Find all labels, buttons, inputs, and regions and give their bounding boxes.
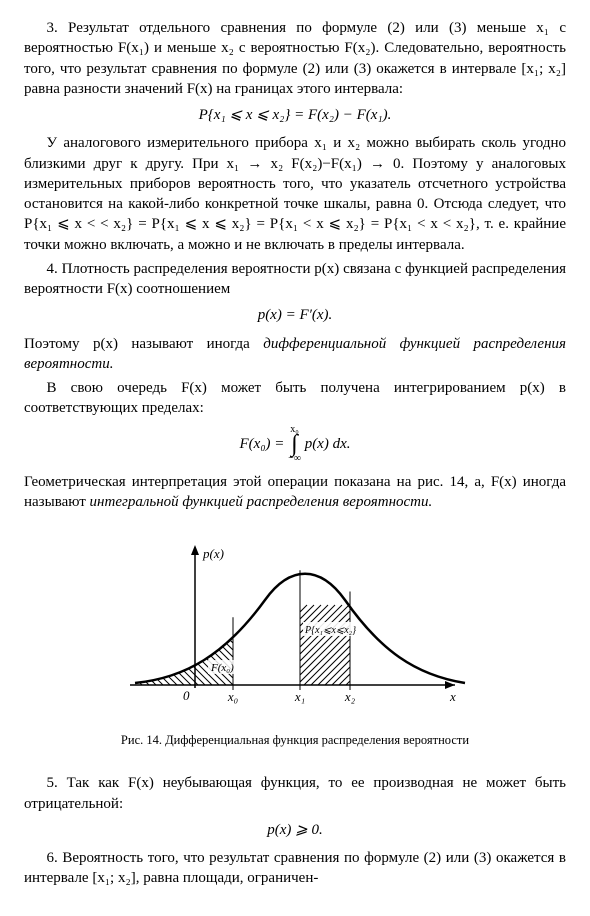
svg-text:x₁: x₁ (294, 689, 305, 704)
paragraph-analog: У аналогового измерительного прибора x₁ … (24, 133, 566, 255)
text-span: Поэтому p(x) называют иногда (24, 336, 263, 352)
paragraph-3: 3. Результат отдельного сравнения по фор… (24, 18, 566, 99)
formula-1: P{x₁ ⩽ x ⩽ x₂} = F(x₂) − F(x₁). (24, 105, 566, 125)
pdf-plot-icon: p(x) x 0 x₀ x₁ x₂ F(x₀) P{x₁⩽x⩽x₂} (115, 540, 475, 720)
term-integral: интегральной функцией распределения веро… (90, 494, 433, 510)
svg-text:p(x): p(x) (202, 546, 224, 561)
figure-14: p(x) x 0 x₀ x₁ x₂ F(x₀) P{x₁⩽x⩽x₂} (24, 540, 566, 726)
formula-3: F(x₀) = x₀ ∫ −∞ p(x) dx. (24, 425, 566, 464)
svg-text:P{x₁⩽x⩽x₂}: P{x₁⩽x⩽x₂} (304, 625, 356, 636)
formula-rhs: p(x) dx. (301, 436, 351, 452)
svg-text:x₀: x₀ (227, 689, 238, 704)
figure-caption: Рис. 14. Дифференциальная функция распре… (24, 732, 566, 749)
paragraph-5: 5. Так как F(x) неубывающая функция, то … (24, 773, 566, 814)
paragraph-4: 4. Плотность распределения вероятности p… (24, 259, 566, 300)
paragraph-integral-intro: В свою очередь F(x) может быть получена … (24, 378, 566, 419)
formula-lhs: F(x₀) = (240, 436, 289, 452)
svg-text:x₂: x₂ (344, 689, 356, 704)
paragraph-6: 6. Вероятность того, что результат сравн… (24, 848, 566, 889)
formula-2: p(x) = F′(x). (24, 305, 566, 325)
svg-text:x: x (449, 689, 456, 704)
formula-4: p(x) ⩾ 0. (24, 820, 566, 840)
svg-text:F(x₀): F(x₀) (210, 662, 234, 674)
svg-text:0: 0 (183, 688, 190, 703)
paragraph-geom: Геометрическая интерпретация этой операц… (24, 472, 566, 513)
integral-sign-icon: ∫ (288, 435, 301, 454)
paragraph-diff-fn: Поэтому p(x) называют иногда дифференциа… (24, 334, 566, 375)
integral-lower: −∞ (288, 454, 301, 464)
